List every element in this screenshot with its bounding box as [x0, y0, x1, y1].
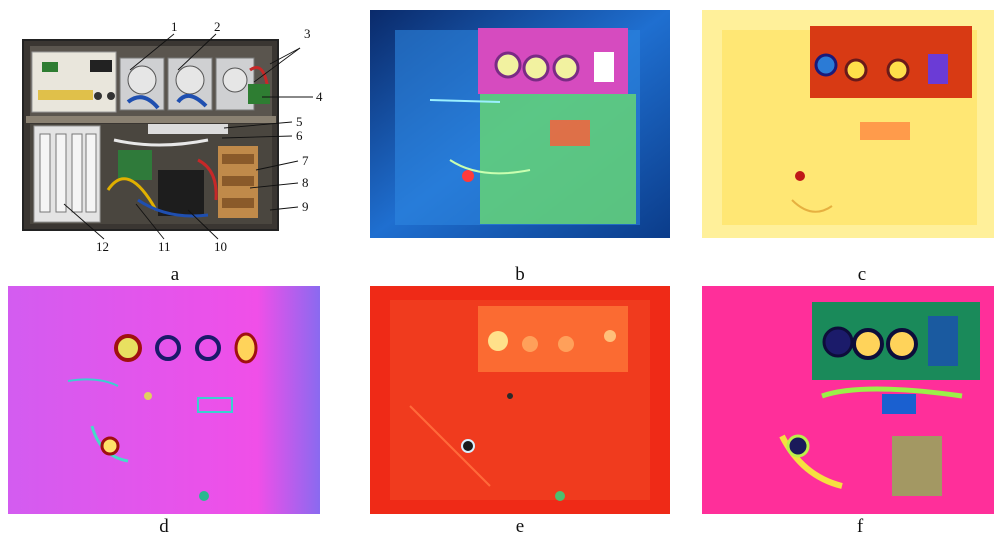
callout-3: 3	[304, 26, 311, 41]
caption-d: d	[159, 516, 169, 537]
panel-f-thermal	[702, 286, 994, 514]
panel-e-thermal	[370, 286, 670, 514]
callout-6: 6	[296, 128, 303, 143]
callout-7: 7	[302, 153, 309, 168]
callout-10: 10	[214, 239, 227, 254]
caption-f: f	[856, 516, 864, 537]
callout-11: 11	[158, 239, 171, 254]
caption-c: c	[857, 264, 867, 285]
panel-c-thermal	[702, 10, 994, 238]
callout-8: 8	[302, 175, 309, 190]
callout-5: 5	[296, 114, 303, 129]
panel-a-photo: 1 2 3 4 5 6 7 8 9 10 11 12	[18, 20, 348, 260]
caption-b: b	[515, 264, 525, 285]
cabinet-photo: 1 2 3 4 5 6 7 8 9 10 11 12	[22, 20, 323, 254]
panel-d-thermal	[8, 286, 320, 514]
callout-9: 9	[302, 199, 309, 214]
panel-b-thermal	[370, 10, 670, 238]
callout-1: 1	[171, 20, 178, 34]
caption-e: e	[515, 516, 525, 537]
callout-2: 2	[214, 20, 221, 34]
callout-12: 12	[96, 239, 109, 254]
caption-a: a	[170, 264, 180, 285]
callout-4: 4	[316, 89, 323, 104]
